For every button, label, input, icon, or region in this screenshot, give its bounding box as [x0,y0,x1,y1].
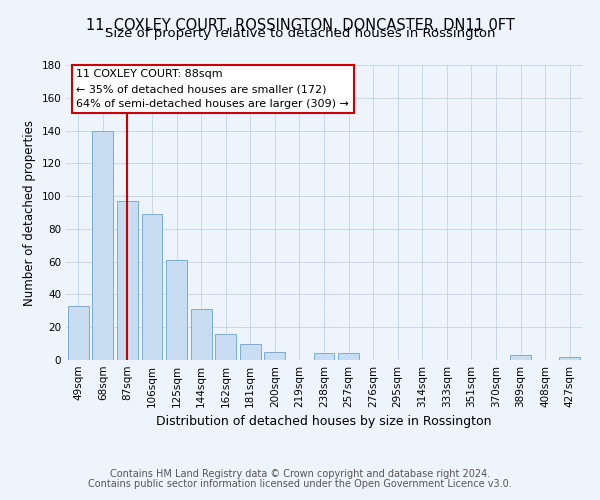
Y-axis label: Number of detached properties: Number of detached properties [23,120,36,306]
Text: 11 COXLEY COURT: 88sqm
← 35% of detached houses are smaller (172)
64% of semi-de: 11 COXLEY COURT: 88sqm ← 35% of detached… [76,70,349,109]
Bar [240,344,261,360]
X-axis label: Distribution of detached houses by size in Rossington: Distribution of detached houses by size … [156,416,492,428]
Bar [559,356,580,360]
Text: Contains HM Land Registry data © Crown copyright and database right 2024.: Contains HM Land Registry data © Crown c… [110,469,490,479]
Bar [92,130,113,360]
Bar [215,334,236,360]
Bar [142,214,163,360]
Bar [166,260,187,360]
Bar [68,306,89,360]
Text: Contains public sector information licensed under the Open Government Licence v3: Contains public sector information licen… [88,479,512,489]
Bar [338,354,359,360]
Bar [314,354,334,360]
Bar [265,352,286,360]
Bar [117,201,138,360]
Text: Size of property relative to detached houses in Rossington: Size of property relative to detached ho… [105,28,495,40]
Bar [510,355,531,360]
Text: 11, COXLEY COURT, ROSSINGTON, DONCASTER, DN11 0FT: 11, COXLEY COURT, ROSSINGTON, DONCASTER,… [86,18,514,32]
Bar [191,309,212,360]
